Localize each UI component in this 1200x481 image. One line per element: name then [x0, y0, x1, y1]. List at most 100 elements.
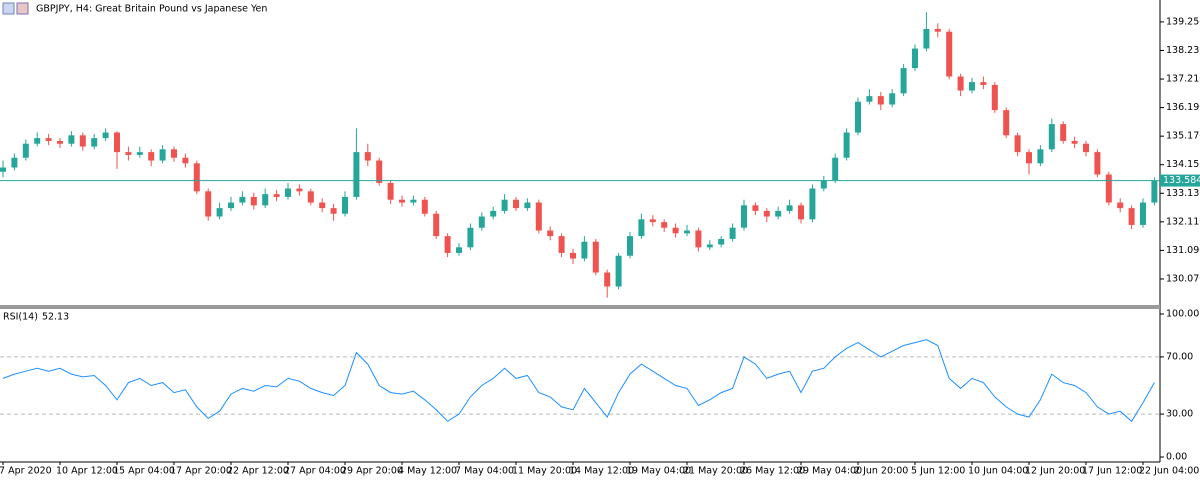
candle-body	[1071, 140, 1078, 144]
candle-body	[34, 138, 41, 144]
candle-body	[1117, 202, 1124, 209]
candle-body	[57, 140, 63, 144]
candle-body	[912, 48, 918, 69]
x-tick-label: 10 Jun 04:00	[968, 466, 1028, 477]
current-price-box	[1160, 174, 1200, 187]
y-tick-label: 0.00	[1166, 452, 1187, 463]
x-tick-label: 11 May 20:00	[512, 466, 577, 477]
candle-body	[307, 191, 314, 203]
candle-body	[342, 196, 348, 214]
candle-body	[809, 188, 816, 220]
candle-body	[604, 272, 611, 287]
candle-body	[216, 208, 223, 217]
candle-body	[741, 205, 747, 228]
candle-body	[159, 149, 166, 161]
candle-body	[752, 205, 759, 211]
candle-body	[889, 93, 896, 105]
candle-body	[364, 152, 371, 161]
x-tick-label: 27 Apr 04:00	[284, 466, 346, 477]
candle-body	[706, 244, 713, 248]
candle-body	[980, 82, 987, 85]
candle-body	[91, 138, 98, 147]
candle-body	[535, 202, 542, 231]
y-tick-label: 135.170	[1166, 131, 1200, 142]
candle-body	[661, 222, 668, 228]
candle-body	[182, 157, 189, 164]
candle-body	[991, 84, 998, 111]
x-tick-label: 15 Apr 04:00	[113, 466, 175, 477]
y-tick-label: 70.00	[1166, 351, 1193, 362]
x-tick-label: 29 Apr 20:00	[341, 466, 403, 477]
candle-body	[136, 152, 143, 155]
candle-body	[45, 138, 52, 141]
candle-body	[843, 132, 850, 158]
x-tick-label: 19 May 04:00	[626, 466, 691, 477]
candle-body	[421, 199, 428, 214]
x-tick-label: 22 Jun 04:00	[1139, 466, 1199, 477]
candle-body	[672, 227, 679, 234]
candle-body	[1060, 124, 1067, 141]
candle-body	[1083, 143, 1089, 153]
candle-body	[22, 143, 29, 158]
candle-body	[786, 205, 793, 211]
candle-body	[319, 202, 326, 209]
candle-body	[501, 199, 508, 211]
candle-body	[1014, 135, 1021, 153]
x-tick-label: 29 May 04:00	[797, 466, 862, 477]
candle-body	[866, 96, 873, 102]
y-tick-label: 131.090	[1166, 245, 1200, 256]
chart-title: GBPJPY, H4: Great Britain Pound vs Japan…	[36, 4, 267, 15]
candle-body	[832, 157, 839, 181]
candle-body	[900, 68, 907, 94]
y-tick-label: 100.00	[1166, 309, 1199, 320]
x-tick-label: 2 Jun 20:00	[854, 466, 908, 477]
candle-body	[855, 101, 861, 133]
x-tick-label: 17 Apr 20:00	[170, 466, 232, 477]
candle-body	[1037, 149, 1044, 164]
candle-body	[581, 241, 588, 259]
candle-body	[524, 202, 531, 209]
candle-body	[615, 255, 622, 287]
indicator-name: RSI(14)	[3, 312, 38, 323]
y-tick-label: 136.190	[1166, 102, 1200, 113]
y-tick-label: 133.130	[1166, 188, 1200, 199]
candle-body	[547, 230, 554, 237]
candle-body	[330, 208, 337, 214]
candle-body	[68, 135, 75, 144]
candle-body	[285, 188, 291, 197]
candle-body	[399, 199, 405, 203]
candle-body	[718, 238, 725, 245]
candle-body	[1094, 152, 1101, 175]
candle-body	[125, 152, 132, 155]
candle-body	[775, 210, 782, 217]
candle-body	[273, 194, 280, 197]
candle-body	[387, 182, 394, 200]
candle-body	[1003, 110, 1010, 136]
candle-body	[1048, 124, 1055, 150]
candle-body	[205, 191, 212, 217]
candle-body	[969, 82, 975, 91]
x-tick-label: 22 Apr 12:00	[227, 466, 289, 477]
candle-body	[1140, 202, 1146, 225]
candle-body	[1128, 208, 1135, 225]
candle-body	[1105, 174, 1112, 203]
x-tick-label: 4 May 12:00	[398, 466, 457, 477]
y-tick-label: 139.250	[1166, 16, 1200, 27]
x-tick-label: 5 Jun 12:00	[911, 466, 965, 477]
y-tick-label: 138.230	[1166, 45, 1200, 56]
candle-body	[490, 210, 497, 217]
rsi-line	[2, 339, 1155, 423]
candle-body	[934, 28, 941, 32]
candle-body	[376, 160, 383, 183]
x-tick-label: 21 May 20:00	[683, 466, 748, 477]
candle-body	[467, 227, 474, 248]
x-tick-label: 10 Apr 12:00	[56, 466, 118, 477]
candle-body	[478, 216, 485, 228]
candle-body	[410, 199, 417, 203]
y-tick-label: 132.110	[1166, 216, 1200, 227]
x-tick-label: 26 May 12:00	[740, 466, 805, 477]
candle-body	[1151, 180, 1158, 203]
candle-body	[592, 241, 599, 273]
candle-body	[1026, 152, 1032, 164]
